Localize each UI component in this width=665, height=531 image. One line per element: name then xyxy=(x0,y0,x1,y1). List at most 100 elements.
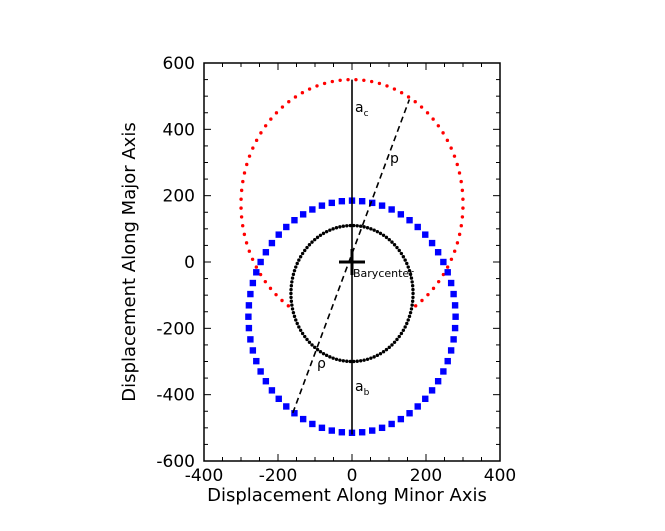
series-1-point xyxy=(262,378,270,385)
barycenter-label: Barycenter xyxy=(353,267,414,280)
a-c-label-base: a xyxy=(355,100,364,116)
dashed-diagonal-line xyxy=(292,99,411,414)
series-1-point xyxy=(414,403,421,410)
series-2-point xyxy=(290,276,295,280)
series-2-point xyxy=(403,258,407,262)
series-2-point xyxy=(375,353,380,358)
series-2-point xyxy=(338,225,342,229)
series-2-point xyxy=(294,265,298,269)
series-0-point xyxy=(245,162,249,167)
series-0-point xyxy=(369,79,374,84)
series-2-point xyxy=(305,245,309,250)
series-0-point xyxy=(239,215,244,219)
x-tick-label: -200 xyxy=(259,466,298,486)
series-1-point xyxy=(440,368,447,375)
series-0-point xyxy=(461,197,465,201)
series-2-point xyxy=(406,265,410,269)
series-2-point xyxy=(387,237,391,242)
series-1-point xyxy=(388,206,395,213)
series-0-point xyxy=(436,279,441,284)
x-tick-label: -400 xyxy=(185,466,224,486)
series-1-point xyxy=(428,387,436,394)
series-2-point xyxy=(408,310,413,315)
series-2-point xyxy=(362,225,366,229)
series-2-point xyxy=(405,321,409,326)
series-2-point xyxy=(390,240,394,244)
series-2-point xyxy=(324,229,329,234)
series-1-point xyxy=(447,279,455,287)
series-1-point xyxy=(247,290,254,298)
y-tick-label: -200 xyxy=(156,319,195,339)
series-2-point xyxy=(300,331,305,336)
x-tick-label: 0 xyxy=(347,466,358,486)
series-0-point xyxy=(449,257,454,261)
series-0-point xyxy=(459,224,463,228)
series-2-point xyxy=(307,340,312,344)
series-0-point xyxy=(263,279,268,284)
barycenter-marker xyxy=(339,249,365,275)
series-2-point xyxy=(289,295,293,300)
series-2-point xyxy=(358,224,363,228)
a-b-label-base: a xyxy=(355,379,364,395)
series-2-point xyxy=(334,357,339,361)
y-tick-label: -600 xyxy=(156,452,195,472)
series-2-point xyxy=(310,343,314,347)
series-2-point xyxy=(291,272,296,277)
series-0-point xyxy=(399,90,404,95)
series-1-point xyxy=(450,290,457,298)
series-1-point xyxy=(444,357,451,365)
series-0-point xyxy=(455,241,460,245)
series-2-point xyxy=(403,325,407,329)
series-0-point xyxy=(258,272,263,277)
series-2-point xyxy=(298,255,303,259)
series-1-point xyxy=(388,420,395,428)
series-1-point xyxy=(397,211,405,218)
series-2-point xyxy=(409,276,414,280)
series-0-point xyxy=(459,179,463,184)
series-0-point xyxy=(441,131,445,135)
series-0-point xyxy=(460,215,465,219)
series-0-point xyxy=(300,90,305,95)
series-2-point xyxy=(365,357,370,361)
series-0-point xyxy=(242,232,247,237)
series-0-point xyxy=(247,154,252,158)
series-2-point xyxy=(378,231,383,236)
series-2-point xyxy=(372,355,376,359)
series-2-point xyxy=(352,359,356,364)
series-2-point xyxy=(318,233,323,237)
series-0-point xyxy=(392,87,397,91)
series-1-point xyxy=(450,336,457,343)
series-1-point xyxy=(249,347,257,354)
series-2-point xyxy=(352,223,356,228)
series-1-point xyxy=(338,429,346,436)
axes-frame xyxy=(203,62,501,462)
series-0-point xyxy=(431,286,436,291)
series-0 xyxy=(239,77,465,308)
series-1-point xyxy=(434,249,442,256)
series-1-point xyxy=(328,199,335,207)
series-1-point xyxy=(283,403,290,410)
series-0-point xyxy=(286,304,291,308)
series-0-point xyxy=(406,95,411,99)
series-2-point xyxy=(292,268,297,273)
series-0-point xyxy=(346,77,350,82)
series-2-point xyxy=(315,235,320,240)
series-0-point xyxy=(280,105,285,109)
series-1-point xyxy=(369,427,376,434)
series-2-point xyxy=(291,310,296,315)
series-1-point xyxy=(275,395,282,403)
series-2-point xyxy=(407,268,412,273)
series-2-point xyxy=(331,356,335,360)
series-1-point xyxy=(378,202,386,209)
series-2-point xyxy=(401,328,406,332)
series-0-point xyxy=(413,304,418,308)
series-0-point xyxy=(269,117,273,121)
series-0-point xyxy=(441,272,446,277)
series-1-point xyxy=(358,198,366,205)
series-0-point xyxy=(241,179,245,184)
series-2-point xyxy=(315,347,320,352)
series-0-point xyxy=(413,100,417,104)
y-tick-label: 600 xyxy=(163,54,195,74)
series-2-point xyxy=(348,223,352,228)
series-2-point xyxy=(392,243,397,247)
